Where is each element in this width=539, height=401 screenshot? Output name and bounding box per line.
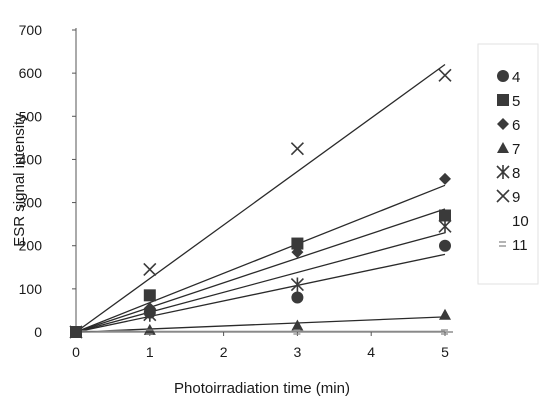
- plot-area: 0 100 200 300 400 500 600 700 0 1 2 3 4 5: [19, 22, 453, 360]
- legend-label-series-6: 6: [512, 117, 520, 134]
- data-point-series-7: [143, 323, 156, 335]
- trendline-series-6: [75, 184, 446, 333]
- x-tick-label: 4: [367, 344, 375, 360]
- data-point-series-8: [438, 219, 452, 234]
- trendline-series-9: [75, 63, 446, 333]
- x-tick-label: 1: [146, 344, 154, 360]
- data-point-series-4: [439, 239, 451, 252]
- y-tick-label: 600: [19, 65, 43, 81]
- y-tick-label: 100: [19, 281, 43, 297]
- data-point-series-8: [290, 277, 304, 292]
- y-tick-label: 700: [19, 22, 43, 38]
- legend-marker-series-9: [496, 189, 510, 203]
- y-tick-label: 200: [19, 238, 43, 254]
- legend-marker-series-8: [496, 165, 510, 179]
- data-point-series-9: [290, 142, 304, 156]
- trendline-series-5: [75, 208, 446, 333]
- data-point-series-11: [145, 329, 153, 335]
- data-point-series-6: [291, 246, 304, 259]
- data-point-series-4: [291, 291, 304, 304]
- trendline-series-4: [75, 253, 446, 333]
- x-tick-label: 2: [220, 344, 228, 360]
- data-point-series-7: [439, 308, 451, 320]
- data-point-origin-square: [70, 326, 82, 338]
- legend-label-series-11: 11: [512, 237, 528, 254]
- x-axis-title: Photoirradiation time (min): [174, 380, 350, 397]
- data-point-series-5: [143, 289, 156, 302]
- legend-marker-series-7: [497, 142, 509, 153]
- data-point-series-9: [438, 68, 452, 82]
- y-tick-label: 0: [34, 324, 42, 340]
- y-axis-title: ESR signal intensity: [11, 113, 28, 247]
- data-point-series-9: [143, 262, 157, 277]
- legend-marker-series-4: [497, 70, 509, 82]
- data-point-series-11: [441, 329, 448, 335]
- x-tick-label: 0: [72, 344, 80, 360]
- legend-label-series-9: 9: [512, 189, 520, 206]
- data-point-series-11: [293, 329, 301, 335]
- x-tick-label: 3: [294, 344, 302, 360]
- legend-marker-series-11: [499, 241, 506, 247]
- legend: 4 5 6 7 8 9 10 11: [477, 43, 539, 285]
- data-point-series-5: [291, 237, 304, 250]
- data-point-series-5: [439, 209, 451, 222]
- trendline-series-8: [75, 232, 446, 333]
- legend-label-series-4: 4: [512, 69, 520, 86]
- legend-marker-series-5: [497, 94, 509, 106]
- legend-label-series-5: 5: [512, 93, 520, 110]
- legend-label-series-10: 10: [512, 213, 529, 230]
- y-tick-label: 400: [19, 151, 43, 167]
- trendline-series-7: [75, 316, 446, 333]
- x-tick-label: 5: [441, 344, 449, 360]
- data-point-series-6: [439, 172, 451, 185]
- data-point-series-7: [291, 319, 304, 331]
- legend-label-series-7: 7: [512, 141, 520, 158]
- y-tick-label: 300: [19, 195, 43, 211]
- legend-label-series-8: 8: [512, 165, 520, 182]
- legend-box: [477, 43, 539, 285]
- y-tick-label: 500: [19, 108, 43, 124]
- legend-marker-series-6: [497, 118, 509, 130]
- data-point-series-8: [143, 307, 157, 322]
